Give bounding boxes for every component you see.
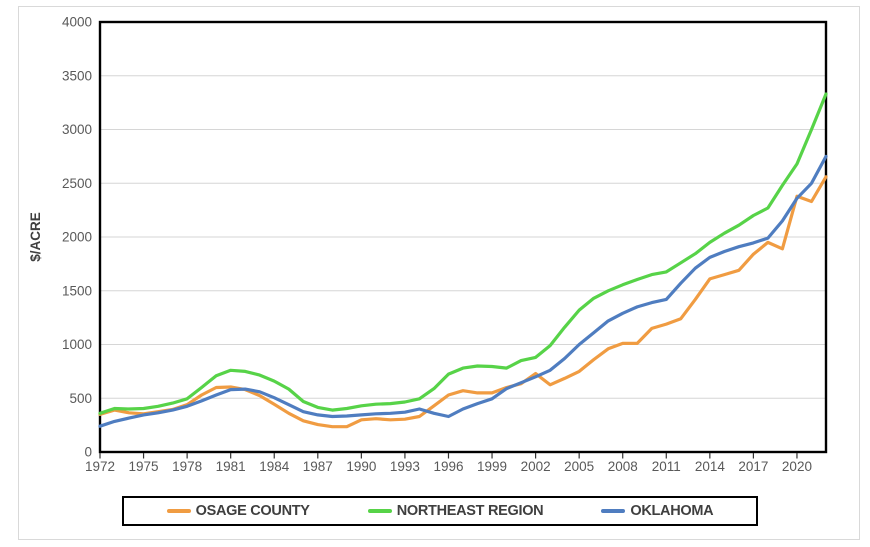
series-line-osage-county: [98, 175, 828, 429]
y-tick-label: 500: [69, 391, 92, 406]
y-tick-label: 1500: [62, 283, 92, 298]
legend-label: OSAGE COUNTY: [195, 503, 310, 519]
x-tick-label: 1996: [433, 459, 463, 474]
x-tick-label: 1990: [346, 459, 376, 474]
x-tick-label: 1999: [477, 459, 507, 474]
y-tick-label: 0: [84, 445, 92, 460]
x-tick-label: 1978: [172, 459, 202, 474]
y-tick-label: 2500: [62, 176, 92, 191]
x-tick-label: 1972: [85, 459, 115, 474]
x-tick-label: 2005: [564, 459, 594, 474]
y-tick-label: 3500: [62, 68, 92, 83]
x-tick-label: 2008: [608, 459, 638, 474]
x-tick-label: 1987: [303, 459, 333, 474]
x-tick-label: 2002: [521, 459, 551, 474]
y-tick-label: 1000: [62, 337, 92, 352]
legend-item-osage-county: OSAGE COUNTY: [166, 503, 310, 519]
legend-swatch: [601, 509, 626, 513]
series-line-oklahoma: [98, 154, 828, 428]
x-tick-label: 1993: [390, 459, 420, 474]
y-axis-title: $/ACRE: [28, 212, 43, 262]
x-tick-label: 2014: [695, 459, 726, 474]
legend-item-oklahoma: OKLAHOMA: [601, 503, 714, 519]
x-tick-label: 2020: [782, 459, 812, 474]
y-tick-label: 4000: [62, 15, 92, 30]
legend: OSAGE COUNTY NORTHEAST REGION OKLAHOMA: [122, 496, 758, 526]
x-tick-label: 1975: [129, 459, 159, 474]
series-line-northeast-region: [98, 92, 828, 415]
legend-swatch: [166, 509, 191, 513]
x-tick-label: 2017: [738, 459, 768, 474]
x-tick-label: 1984: [259, 459, 290, 474]
x-tick-label: 1981: [216, 459, 246, 474]
legend-item-northeast-region: NORTHEAST REGION: [367, 503, 544, 519]
y-tick-label: 2000: [62, 230, 92, 245]
legend-label: OKLAHOMA: [630, 503, 714, 519]
plot-border: [98, 20, 828, 454]
y-tick-label: 3000: [62, 122, 92, 137]
legend-label: NORTHEAST REGION: [396, 503, 544, 519]
x-tick-label: 2011: [652, 459, 681, 474]
legend-swatch: [367, 509, 392, 513]
